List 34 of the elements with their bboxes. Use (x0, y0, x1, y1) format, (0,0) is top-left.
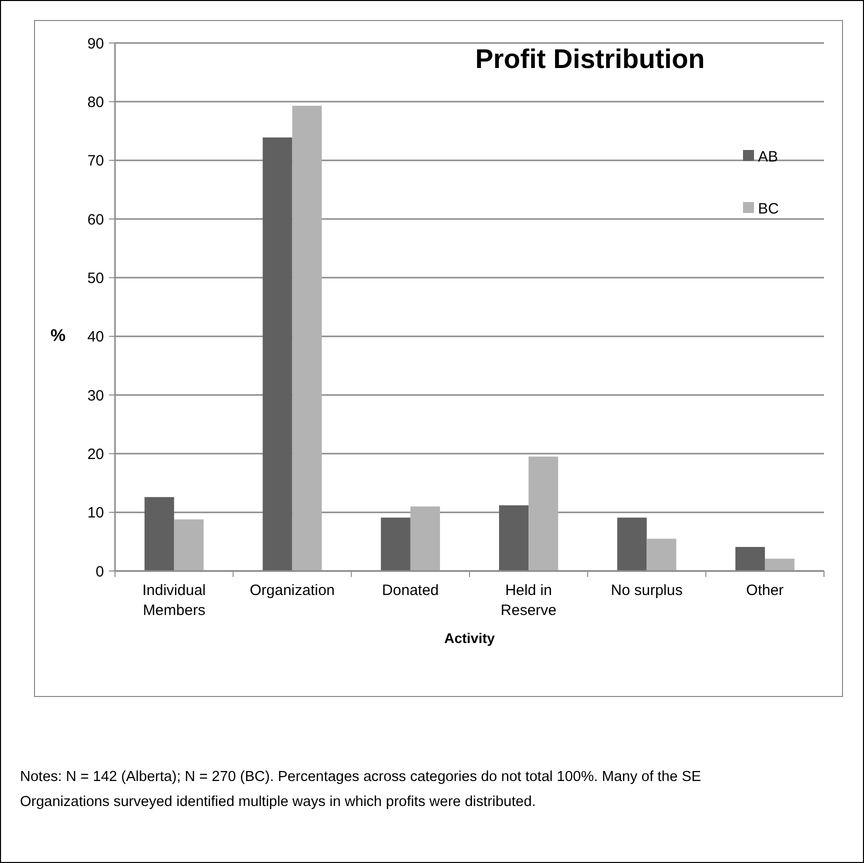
text: Notes: N = 142 (Alberta); N = 270 (BC). Percentages across categories do not total 100%. Many of the SE Organizations surveyed identified multiple ways in which profits were distributed. (20, 769, 702, 810)
bar (144, 497, 174, 571)
y-tick-label: 0 (96, 563, 104, 580)
y-tick-label: 70 (87, 152, 104, 170)
y-tick-label: 40 (87, 328, 104, 346)
bar (174, 519, 204, 571)
x-tick-label: Organization (250, 582, 335, 599)
x-tick-label: No surplus (610, 582, 683, 599)
y-tick-label: 30 (87, 387, 104, 404)
y-tick-label: 60 (87, 211, 104, 228)
y-tick-label: 80 (87, 94, 104, 111)
y-tick-label: 20 (87, 446, 104, 463)
bar (380, 518, 410, 571)
bar (410, 506, 440, 571)
legend-label: AB (758, 148, 778, 166)
bar (735, 546, 765, 571)
x-tick-label: Individual Members (142, 582, 206, 619)
y-tick-label: 90 (87, 35, 104, 52)
bar (499, 505, 529, 571)
bar (292, 106, 322, 571)
bar (617, 518, 647, 571)
x-tick-label: Held in Reserve (500, 582, 557, 619)
bar (646, 538, 676, 571)
y-axis-title: % (50, 326, 66, 345)
bar (528, 456, 558, 571)
chart-title: Profit Distribution (475, 44, 705, 74)
bar (262, 137, 292, 571)
x-tick-label: Donated (382, 582, 439, 599)
y-tick-label: 50 (87, 270, 104, 287)
bar (764, 558, 794, 571)
y-tick-label: 10 (87, 504, 104, 522)
x-tick-label: Other (746, 582, 784, 599)
legend-label: BC (758, 200, 780, 218)
x-axis-title: Activity (444, 630, 495, 646)
